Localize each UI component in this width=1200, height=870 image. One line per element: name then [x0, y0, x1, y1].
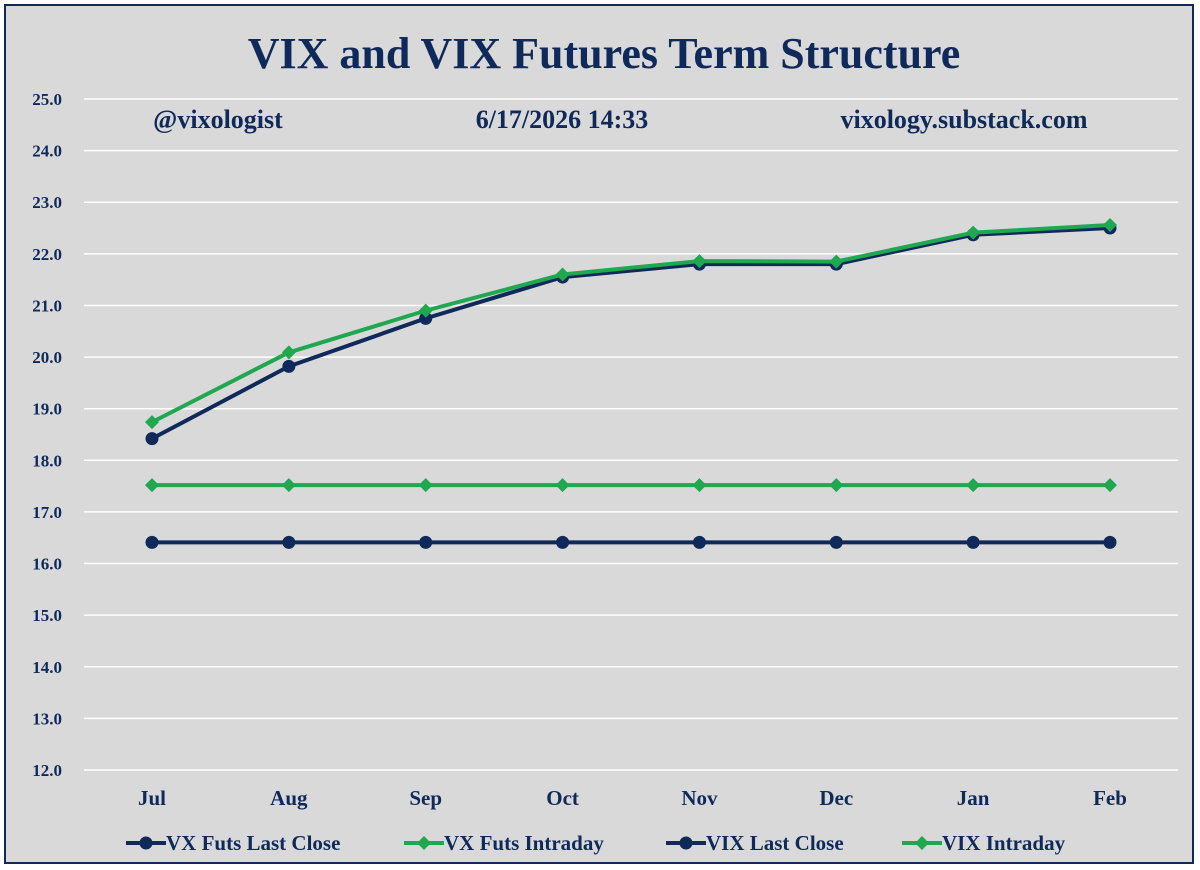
grid-layer: [84, 98, 1178, 771]
data-point: [1103, 478, 1117, 493]
series-vix-intraday: [145, 478, 1117, 493]
legend: VX Futs Last Close VX Futs Intraday VIX La…: [126, 831, 1066, 855]
x-tick-label: Dec: [819, 786, 853, 810]
legend-label: VIX Last Close: [706, 831, 844, 855]
annotation-timestamp: 6/17/2026 14:33: [476, 105, 649, 134]
chart-svg: VIX and VIX Futures Term Structure @vixo…: [32, 29, 1178, 855]
data-point: [145, 415, 159, 430]
data-point: [1103, 217, 1117, 232]
data-point: [418, 478, 433, 493]
data-point: [692, 478, 707, 493]
legend-marker: [915, 836, 929, 850]
annotation-website: vixology.substack.com: [840, 105, 1087, 134]
data-point: [281, 345, 296, 360]
y-tick-label: 22.0: [32, 245, 62, 264]
x-tick-label: Sep: [409, 786, 442, 810]
legend-marker: [679, 836, 693, 850]
series-vx-futs-last-close: [145, 221, 1117, 446]
legend-item: VX Futs Intraday: [404, 831, 604, 855]
data-point: [829, 535, 843, 549]
x-tick-label: Jul: [138, 786, 166, 810]
legend-label: VX Futs Intraday: [444, 831, 604, 855]
legend-label: VIX Intraday: [942, 831, 1066, 855]
data-point: [419, 311, 433, 325]
data-point: [282, 535, 296, 549]
data-point: [829, 254, 844, 269]
y-tick-label: 19.0: [32, 400, 62, 419]
series-line: [151, 222, 1111, 424]
y-tick-label: 13.0: [32, 709, 62, 728]
y-tick-label: 17.0: [32, 503, 62, 522]
data-point: [829, 478, 844, 493]
data-point: [282, 359, 296, 373]
data-point: [556, 535, 570, 549]
series-line: [151, 226, 1111, 441]
series-vx-futs-intraday: [145, 217, 1117, 430]
legend-item: VIX Intraday: [902, 831, 1066, 855]
data-point: [418, 303, 433, 318]
data-point: [145, 535, 159, 549]
y-tick-label: 18.0: [32, 451, 62, 470]
y-tick-label: 12.0: [32, 761, 62, 780]
y-tick-label: 25.0: [32, 90, 62, 109]
x-tick-label: Aug: [270, 786, 308, 810]
annotation-handle: @vixologist: [153, 105, 283, 134]
y-axis-ticks: 25.0 24.0 23.0 22.0 21.0 20.0 19.0 18.0 17.0 16.0…: [32, 90, 62, 780]
data-point: [145, 432, 159, 446]
series-layer: [145, 217, 1117, 549]
data-point: [555, 267, 570, 282]
data-point: [419, 535, 433, 549]
x-tick-label: Feb: [1093, 786, 1127, 810]
x-tick-label: Oct: [546, 786, 579, 810]
legend-marker: [139, 836, 153, 850]
y-tick-label: 24.0: [32, 142, 62, 161]
y-tick-label: 14.0: [32, 658, 62, 677]
legend-marker: [417, 836, 431, 850]
y-tick-label: 20.0: [32, 348, 62, 367]
chart-frame: VIX and VIX Futures Term Structure @vixo…: [4, 4, 1194, 864]
x-axis-ticks: Jul Aug Sep Oct Nov Dec Jan Feb: [138, 786, 1127, 810]
y-tick-label: 16.0: [32, 555, 62, 574]
data-point: [1103, 535, 1117, 549]
legend-item: VIX Last Close: [666, 831, 844, 855]
chart-title: VIX and VIX Futures Term Structure: [248, 29, 961, 78]
data-point: [692, 535, 706, 549]
legend-item: VX Futs Last Close: [126, 831, 340, 855]
series-vix-last-close: [145, 535, 1117, 549]
data-point: [966, 225, 981, 240]
data-point: [555, 478, 570, 493]
y-tick-label: 15.0: [32, 606, 62, 625]
data-point: [145, 478, 159, 493]
x-tick-label: Jan: [957, 786, 990, 810]
legend-label: VX Futs Last Close: [166, 831, 340, 855]
data-point: [966, 478, 981, 493]
data-point: [966, 535, 980, 549]
y-tick-label: 21.0: [32, 296, 62, 315]
y-tick-label: 23.0: [32, 193, 62, 212]
x-tick-label: Nov: [681, 786, 718, 810]
data-point: [281, 478, 296, 493]
